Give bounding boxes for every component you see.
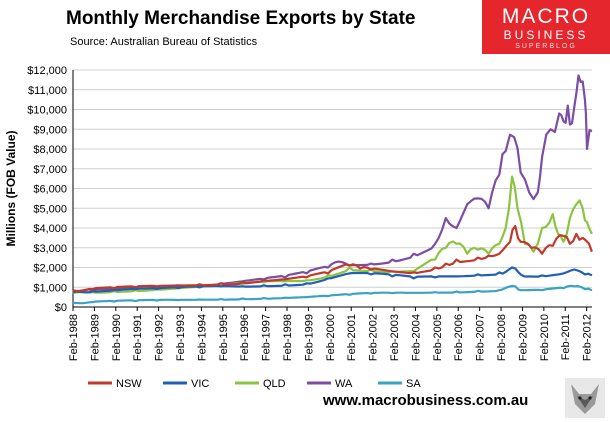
x-tick-label: Feb-2009	[517, 314, 529, 361]
logo-line1: MACRO	[501, 5, 591, 28]
x-tick-label: Feb-2002	[368, 314, 380, 361]
y-tick-label: $7,000	[33, 164, 67, 176]
y-axis-title: Millions (FOB Value)	[4, 130, 18, 246]
x-tick-label: Feb-1988	[68, 314, 80, 361]
y-tick-label: $4,000	[33, 223, 67, 235]
x-tick-label: Feb-2004	[410, 314, 422, 361]
fox-mascot-icon	[565, 378, 605, 418]
x-tick-label: Feb-2007	[475, 314, 487, 361]
y-tick-label: $3,000	[33, 243, 67, 255]
x-tick-label: Feb-2003	[389, 314, 401, 361]
series-line-qld	[72, 175, 593, 295]
y-tick-label: $1,000	[33, 282, 67, 294]
y-tick-label: $11,000	[28, 85, 67, 97]
logo-line2: BUSINESS	[503, 28, 589, 42]
series-line-nsw	[72, 224, 593, 293]
x-tick-label: Feb-1989	[89, 314, 101, 361]
legend-label-qld: QLD	[263, 378, 286, 390]
x-tick-label: Feb-2010	[539, 314, 551, 361]
series-line-vic	[72, 266, 593, 294]
x-tick-label: Feb-1991	[132, 314, 144, 361]
y-tick-label: $8,000	[33, 144, 67, 156]
chart-source: Source: Australian Bureau of Statistics	[70, 36, 258, 48]
x-tick-label: Feb-2005	[432, 314, 444, 361]
x-tick-label: Feb-2006	[453, 314, 465, 361]
y-tick-label: $12,000	[27, 65, 67, 77]
x-tick-label: Feb-1999	[303, 314, 315, 361]
x-tick-label: Feb-1993	[175, 314, 187, 361]
logo-line3: SUPERBLOG	[515, 43, 577, 50]
x-tick-label: Feb-1994	[196, 314, 208, 361]
x-tick-label: Feb-1992	[154, 314, 166, 361]
legend-label-wa: WA	[335, 378, 353, 390]
x-tick-label: Feb-2012	[582, 314, 594, 361]
y-tick-label: $5,000	[33, 203, 67, 215]
x-tick-label: Feb-2008	[496, 314, 508, 361]
legend-label-sa: SA	[406, 378, 421, 390]
legend-label-vic: VIC	[191, 378, 209, 390]
x-tick-label: Feb-1998	[282, 314, 294, 361]
y-tick-label: $10,000	[27, 105, 67, 117]
x-tick-label: Feb-2001	[346, 314, 358, 361]
y-tick-label: $6,000	[33, 184, 67, 196]
x-tick-label: Feb-2000	[325, 314, 337, 361]
macrobusiness-logo: MACRO BUSINESS SUPERBLOG	[482, 0, 610, 54]
x-tick-label: Feb-1996	[239, 314, 251, 361]
series-line-sa	[72, 284, 593, 305]
chart-title: Monthly Merchandise Exports by State	[66, 8, 416, 29]
legend-label-nsw: NSW	[116, 378, 142, 390]
x-tick-label: Feb-1997	[261, 314, 273, 361]
x-tick-label: Feb-1990	[111, 314, 123, 361]
x-tick-label: Feb-1995	[218, 314, 230, 361]
y-tick-label: $9,000	[33, 124, 67, 136]
y-tick-label: $0	[55, 302, 67, 314]
website-url[interactable]: www.macrobusiness.com.au	[323, 392, 529, 409]
x-tick-label: Feb-2011	[560, 314, 572, 360]
y-tick-label: $2,000	[33, 263, 67, 275]
